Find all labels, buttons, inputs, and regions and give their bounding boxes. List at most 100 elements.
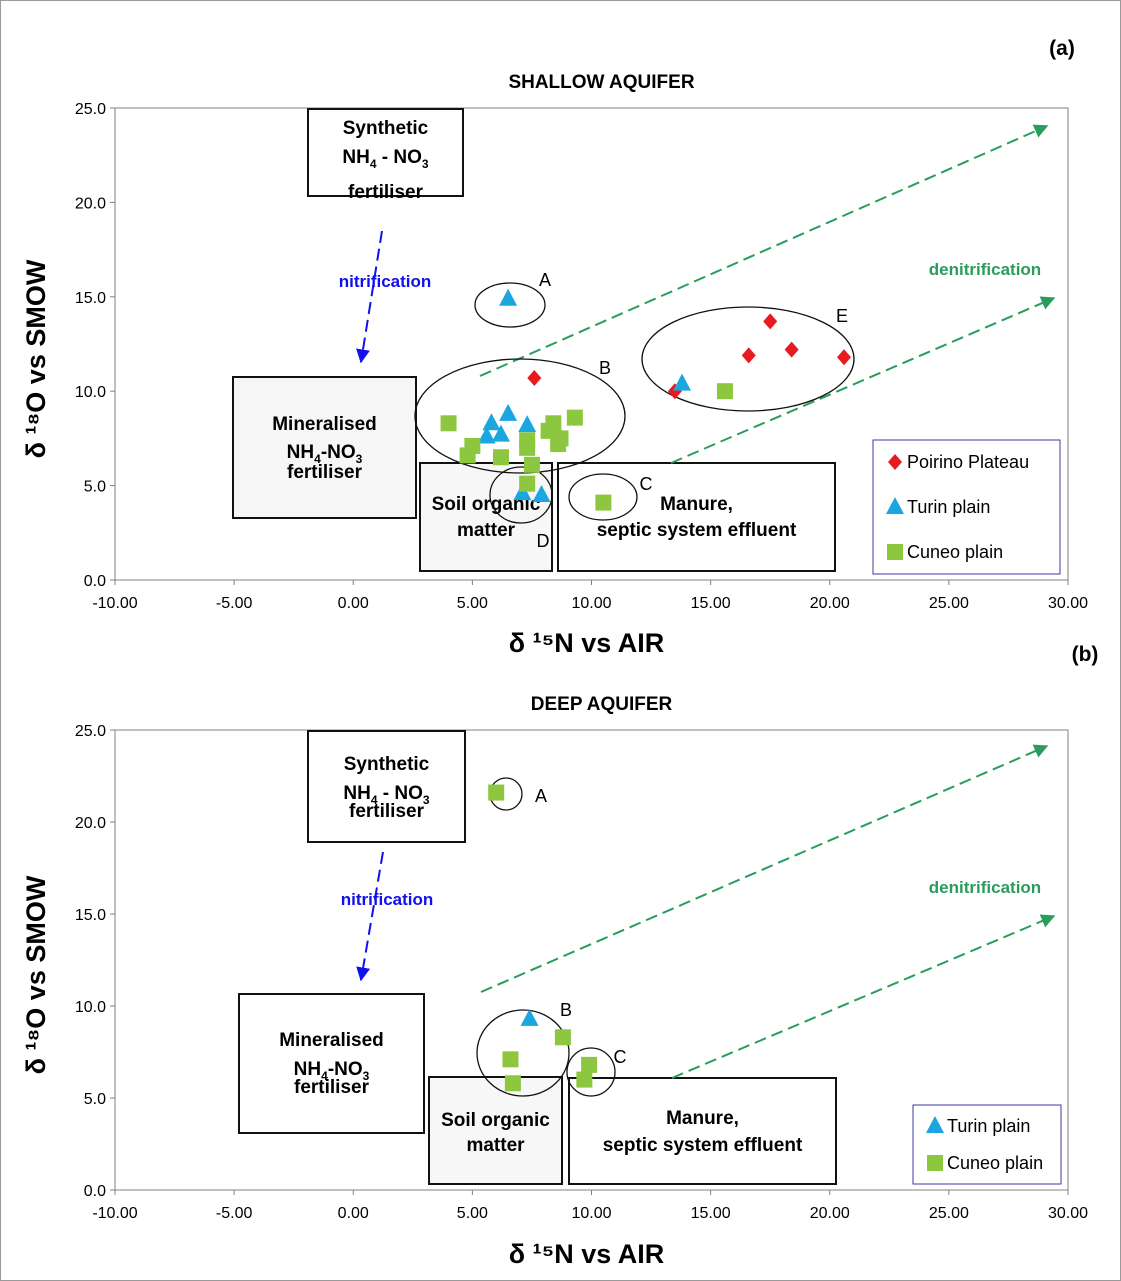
group-ellipse	[414, 358, 626, 474]
series-square	[440, 383, 733, 511]
group-ellipse	[476, 1009, 570, 1097]
source-box-line: fertiliser	[287, 462, 363, 483]
source-box-line: Mineralised	[279, 1030, 384, 1051]
data-point	[499, 288, 518, 306]
data-point	[523, 456, 540, 473]
x-axis-title: δ ¹⁵N vs AIR	[509, 1239, 665, 1269]
legend-marker	[887, 544, 903, 560]
series-triangle	[477, 288, 692, 503]
data-point	[595, 494, 612, 511]
x-tick-label: 5.00	[457, 1205, 488, 1222]
x-tick-label: 15.00	[691, 595, 731, 612]
series-diamond	[527, 313, 852, 400]
y-tick-label: 0.0	[84, 573, 106, 590]
formula-subscript: 4	[370, 157, 377, 171]
source-box	[232, 376, 417, 519]
x-tick-label: 0.00	[338, 1205, 369, 1222]
data-point	[464, 437, 481, 454]
y-tick-label: 10.0	[75, 384, 106, 401]
x-tick-label: 20.00	[810, 595, 850, 612]
series-triangle	[520, 1008, 539, 1026]
x-tick-label: 5.00	[457, 595, 488, 612]
y-tick-label: 15.0	[75, 907, 106, 924]
x-tick-label: -5.00	[216, 595, 253, 612]
source-box-line: Soil organic	[441, 1110, 550, 1131]
formula-subscript: 3	[363, 1069, 370, 1083]
group-ellipse	[641, 306, 855, 412]
data-point	[741, 347, 756, 364]
data-point	[520, 1008, 539, 1026]
data-point	[527, 369, 542, 386]
formula-subscript: 3	[356, 452, 363, 466]
y-tick-label: 20.0	[75, 815, 106, 832]
x-tick-label: 20.00	[810, 1205, 850, 1222]
source-box-line: Soil organic	[432, 494, 541, 515]
data-point	[532, 485, 551, 503]
denitrification-arrow	[480, 744, 1049, 993]
denitrification-arrow	[479, 124, 1049, 377]
x-tick-label: 25.00	[929, 1205, 969, 1222]
source-box-line: fertiliser	[349, 801, 425, 822]
source-box-line: Manure,	[660, 494, 733, 515]
formula-part: -NO	[321, 442, 356, 463]
legend-label: Cuneo plain	[907, 542, 1003, 562]
chart-panel-deep: (b) DEEP AQUIFER 0.0 5.0 10.0 15.0 20.0 25.0 -10…	[21, 643, 1098, 1269]
legend-label: Turin plain	[907, 497, 990, 517]
x-tick-label: 10.00	[571, 595, 611, 612]
data-point	[552, 430, 569, 447]
legend-marker	[927, 1155, 943, 1171]
group-label: B	[560, 1000, 572, 1020]
y-tick-label: 15.0	[75, 290, 106, 307]
y-tick-label: 25.0	[75, 101, 106, 118]
legend-label: Poirino Plateau	[907, 452, 1029, 472]
data-point	[716, 383, 733, 400]
source-box-line: Synthetic	[343, 118, 429, 139]
source-box	[307, 108, 464, 197]
x-tick-label: 30.00	[1048, 595, 1088, 612]
y-tick-label: 25.0	[75, 723, 106, 740]
group-ellipse	[568, 473, 638, 521]
data-point	[492, 449, 509, 466]
legend	[872, 439, 1061, 575]
source-box-line: fertiliser	[294, 1077, 370, 1098]
x-tick-label: -10.00	[92, 595, 137, 612]
denitrification-label: denitrification	[929, 260, 1041, 279]
denitrification-label: denitrification	[929, 878, 1041, 897]
legend-marker	[886, 497, 904, 514]
legend-marker	[926, 1116, 944, 1133]
group-label: E	[836, 306, 848, 326]
data-point	[491, 424, 510, 442]
formula-subscript: 4	[371, 793, 378, 807]
denitrification-arrow	[671, 914, 1056, 1079]
source-box	[238, 993, 425, 1134]
legend-marker	[888, 454, 902, 470]
data-point	[566, 409, 583, 426]
data-point	[784, 341, 799, 358]
data-point	[504, 1075, 521, 1092]
source-box-formula: NH4-NO3	[294, 1059, 370, 1083]
data-point	[837, 349, 852, 366]
source-box-line: septic system effluent	[603, 1135, 803, 1156]
formula-subscript: 3	[423, 793, 430, 807]
source-box-line: matter	[466, 1135, 525, 1156]
x-tick-label: -10.00	[92, 1205, 137, 1222]
source-box	[428, 1076, 563, 1185]
legend-label: Turin plain	[947, 1116, 1030, 1136]
data-point	[673, 373, 692, 391]
x-tick-label: 30.00	[1048, 1205, 1088, 1222]
nitrification-arrow	[356, 230, 383, 364]
x-tick-label: 25.00	[929, 595, 969, 612]
y-tick-label: 10.0	[75, 999, 106, 1016]
x-tick-label: 15.00	[691, 1205, 731, 1222]
formula-subscript: 4	[321, 1069, 328, 1083]
x-tick-label: 0.00	[338, 595, 369, 612]
data-point	[477, 426, 496, 444]
source-box-line: Mineralised	[272, 414, 377, 435]
data-point	[519, 439, 536, 456]
chart-title: SHALLOW AQUIFER	[508, 72, 694, 93]
group-label: D	[537, 531, 550, 551]
y-tick-label: 20.0	[75, 195, 106, 212]
formula-subscript: 4	[314, 452, 321, 466]
formula-part: NH	[287, 442, 314, 463]
